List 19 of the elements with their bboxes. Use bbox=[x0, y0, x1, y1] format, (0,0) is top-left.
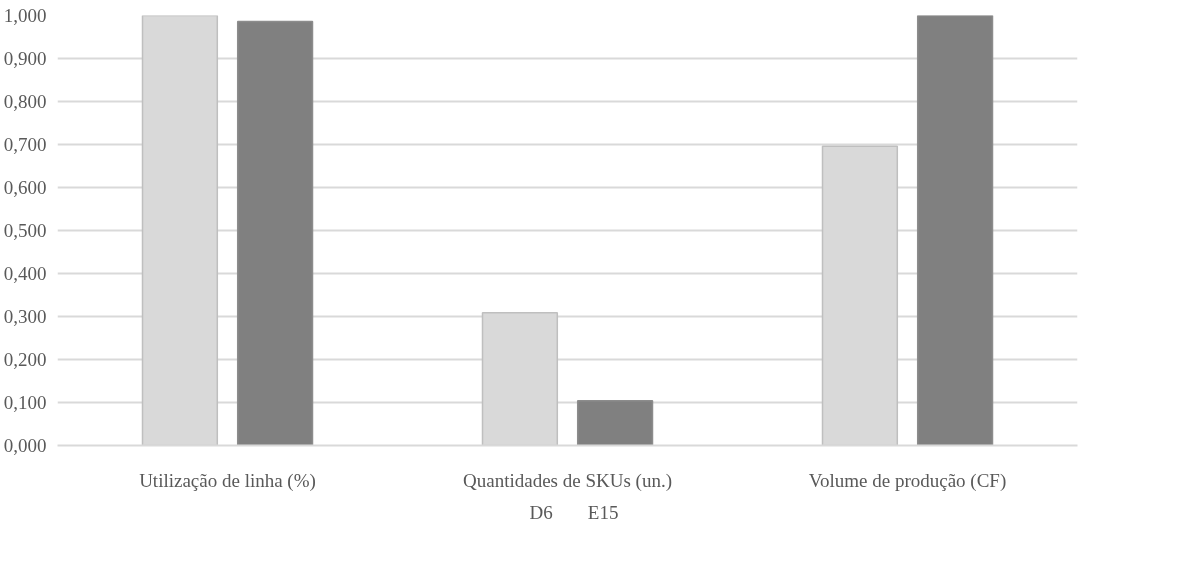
y-tick-label: 0,800 bbox=[3, 91, 47, 112]
bar bbox=[576, 400, 654, 446]
y-tick-label: 0,000 bbox=[3, 435, 47, 456]
y-tick-label: 0,300 bbox=[3, 306, 47, 327]
x-tick-label: Utilização de linha (%) bbox=[139, 469, 316, 492]
y-tick-label: 0,100 bbox=[3, 392, 47, 413]
x-tick-label: Volume de produção (CF) bbox=[808, 469, 1007, 492]
bar bbox=[236, 20, 314, 446]
y-tick-label: 0,700 bbox=[3, 134, 47, 155]
y-tick-label: 0,600 bbox=[3, 177, 47, 198]
y-tick-label: 0,400 bbox=[3, 263, 47, 284]
x-tick-label: Quantidades de SKUs (un.) bbox=[463, 469, 672, 492]
bar bbox=[916, 15, 994, 446]
y-tick-label: 1,000 bbox=[3, 5, 47, 26]
y-tick-label: 0,200 bbox=[3, 349, 47, 370]
y-tick-label: 0,500 bbox=[3, 220, 47, 241]
text: D6 bbox=[529, 502, 553, 524]
text: E15 bbox=[587, 502, 619, 524]
y-tick-label: 0,900 bbox=[3, 48, 47, 69]
